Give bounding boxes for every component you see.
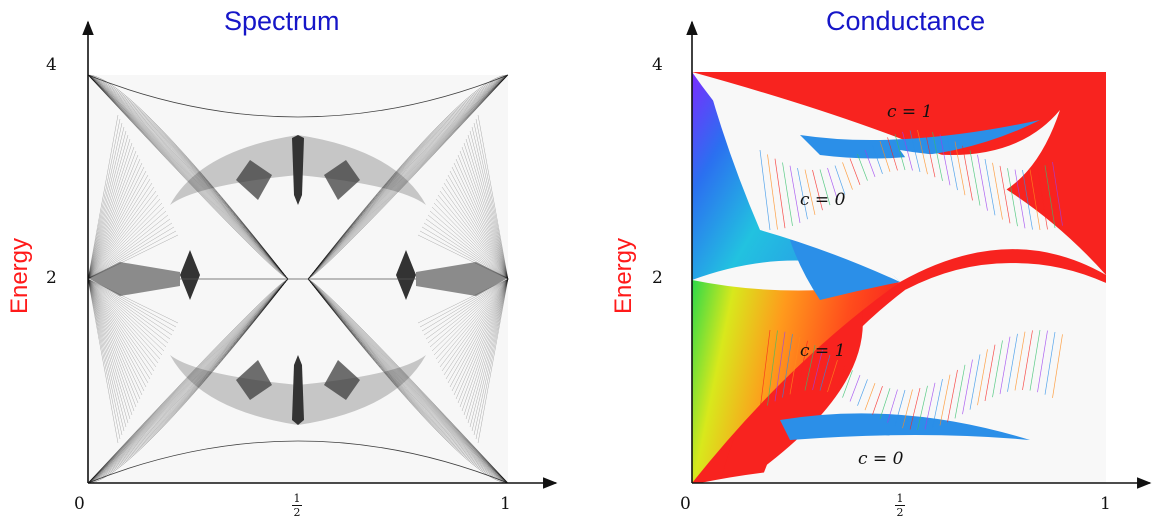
conductance-gap-c0-upper [710,90,900,282]
conductance-gap-upper-right [900,110,1060,205]
conductance-fractal-texture [759,129,1063,431]
conductance-ytick-4: 4 [652,55,663,75]
region-label-c1-top: c = 1 [887,102,933,122]
conductance-ytick-2: 2 [652,268,663,288]
spectrum-title: Spectrum [224,6,340,36]
conductance-blue-upper [800,120,1040,159]
region-label-c0-bottom: c = 0 [858,449,904,469]
spectrum-ylabel: Energy [6,237,34,315]
spectrum-xtick-1: 1 [500,494,511,514]
spectrum-plot [87,74,509,484]
spectrum-ytick-2: 2 [46,268,57,288]
spectrum-xtick-0: 0 [74,494,85,514]
conductance-rainbow-lower [692,280,900,483]
spectrum-petals [88,135,508,425]
conductance-title: Conductance [826,6,986,36]
conductance-ylabel: Energy [610,237,638,315]
conductance-xtick-0: 0 [680,494,691,514]
spectrum-butterfly [87,74,509,484]
conductance-rainbow-upper [692,72,900,282]
conductance-red-top [692,72,1106,275]
region-label-c0-upper: c = 0 [800,190,846,210]
conductance-xtick-1: 1 [1100,494,1111,514]
conductance-blue-center [790,238,900,300]
region-label-c1-lower: c = 1 [800,341,846,361]
spectrum-ytick-4: 4 [46,55,57,75]
conductance-red-lower [720,300,863,483]
conductance-gap-right [905,263,1106,483]
conductance-plot [692,72,1106,483]
conductance-blue-lower [780,413,1030,440]
conductance-gap-c0-lower [700,464,1090,483]
